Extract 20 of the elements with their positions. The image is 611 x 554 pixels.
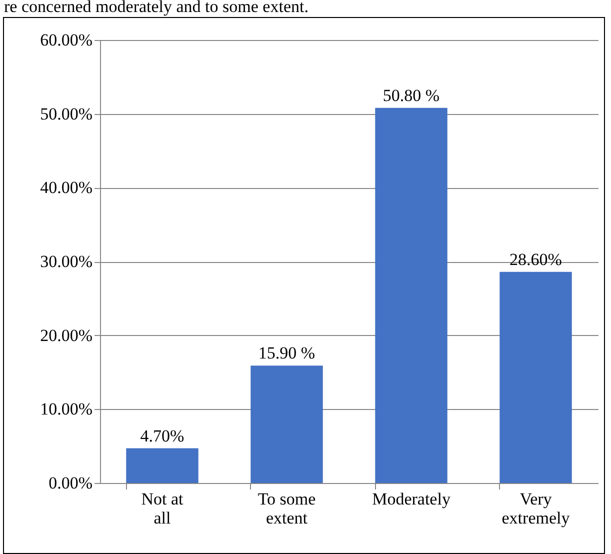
y-tick-label: 50.00% [40,104,92,124]
y-tick-label: 10.00% [40,400,92,419]
y-tick-label: 0.00% [48,474,92,492]
y-tick-label: 60.00% [40,30,92,50]
data-label: 15.90 % [258,344,316,363]
y-tick-label: 30.00% [40,252,92,271]
x-tick-label: Not at all [141,490,184,528]
bar [375,108,448,483]
data-label: 28.60% [510,250,562,269]
x-tick-label: Moderately [372,490,451,508]
y-tick-label: 40.00% [40,178,92,198]
bar [250,366,323,483]
x-tick-label: To some extent [258,490,316,528]
bar [126,448,198,483]
x-tick-label: Very extremely [502,490,570,528]
bar [500,272,572,483]
data-label: 50.80 % [382,86,440,105]
text: re concerned moderately and to some extent. [3,0,308,18]
y-tick-label: 20.00% [40,326,92,345]
data-label: 4.70% [140,426,184,446]
